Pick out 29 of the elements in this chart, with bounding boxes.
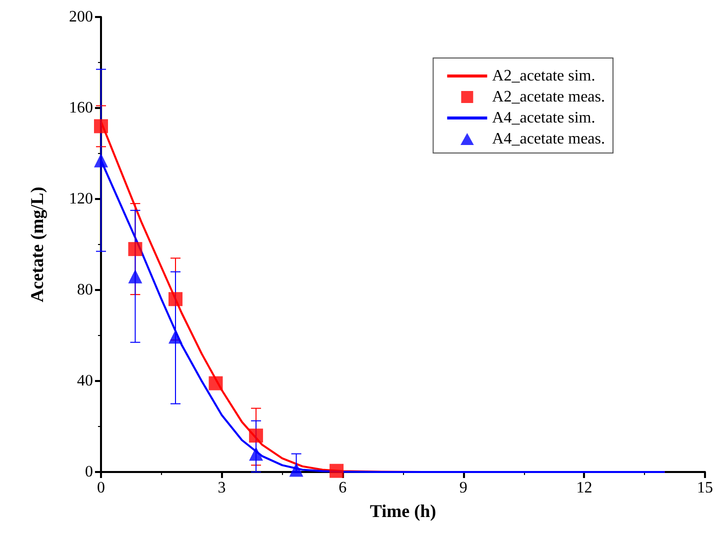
point [330,464,344,478]
legend-label: A4_acetate meas. [492,130,605,148]
y-tick-label: 200 [69,8,93,26]
point [208,376,223,390]
y-tick-label: 80 [77,282,93,298]
y-tick-label: 120 [69,190,93,208]
legend-label: A2_acetate sim. [492,68,596,84]
x-axis-title: Time (h) [370,501,436,521]
point [128,242,142,256]
x-tick-label: 6 [338,480,347,496]
x-tick-label: 12 [576,480,592,496]
x-tick-label: 3 [218,480,226,496]
y-tick-label: 160 [69,100,93,116]
point [249,428,264,443]
legend-label: A4_acetate sim. [492,110,596,126]
point [168,330,182,344]
point [289,462,304,477]
point [128,269,142,284]
point [94,153,108,168]
point [249,446,264,461]
y-tick-label: 40 [77,372,93,390]
point [168,292,182,306]
x-tick-label: 0 [97,480,105,496]
y-tick-label: 0 [85,464,93,480]
point [94,119,108,134]
x-tick-label: 9 [459,480,468,496]
y-axis-title: Acetate (mg/L) [27,186,47,302]
legend-label: A2_acetate meas. [492,88,605,106]
x-tick-label: 15 [697,480,713,496]
